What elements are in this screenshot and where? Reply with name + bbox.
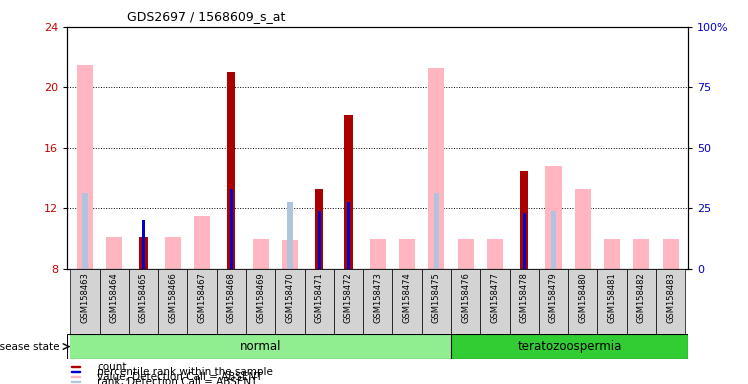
Bar: [480, 269, 509, 334]
Bar: [77, 65, 93, 269]
Bar: [275, 269, 304, 334]
Bar: [71, 371, 80, 372]
Bar: [71, 381, 80, 382]
Bar: [282, 240, 298, 269]
Bar: [363, 269, 393, 334]
Bar: [82, 193, 88, 269]
Bar: [568, 269, 598, 334]
Text: GSM158483: GSM158483: [666, 272, 675, 323]
Bar: [347, 202, 350, 269]
Text: GSM158466: GSM158466: [168, 272, 177, 323]
Bar: [545, 166, 562, 269]
Bar: [188, 269, 217, 334]
Bar: [451, 334, 688, 359]
Bar: [520, 170, 528, 269]
Text: GSM158478: GSM158478: [520, 272, 529, 323]
Bar: [487, 238, 503, 269]
Bar: [370, 238, 386, 269]
Text: GSM158471: GSM158471: [315, 272, 324, 323]
Bar: [344, 114, 352, 269]
Bar: [70, 334, 451, 359]
Bar: [71, 366, 80, 367]
Bar: [598, 269, 627, 334]
Text: disease state: disease state: [0, 341, 60, 352]
Bar: [139, 237, 147, 269]
Bar: [194, 216, 210, 269]
Text: GSM158475: GSM158475: [432, 272, 441, 323]
Text: GSM158480: GSM158480: [578, 272, 587, 323]
Bar: [551, 211, 556, 269]
Bar: [129, 269, 158, 334]
Bar: [458, 238, 473, 269]
Bar: [304, 269, 334, 334]
Text: GSM158481: GSM158481: [607, 272, 616, 323]
Bar: [346, 216, 351, 269]
Text: count: count: [97, 362, 126, 372]
Bar: [539, 269, 568, 334]
Bar: [509, 269, 539, 334]
Text: normal: normal: [240, 340, 281, 353]
Bar: [227, 72, 236, 269]
Bar: [656, 269, 685, 334]
Text: GSM158474: GSM158474: [402, 272, 411, 323]
Bar: [451, 269, 480, 334]
Bar: [230, 189, 233, 269]
Bar: [142, 220, 145, 269]
Text: percentile rank within the sample: percentile rank within the sample: [97, 367, 273, 377]
Bar: [246, 269, 275, 334]
Text: GSM158472: GSM158472: [344, 272, 353, 323]
Bar: [253, 238, 269, 269]
Text: GSM158473: GSM158473: [373, 272, 382, 323]
Bar: [523, 213, 526, 269]
Bar: [634, 238, 649, 269]
Text: value, Detection Call = ABSENT: value, Detection Call = ABSENT: [97, 372, 263, 382]
Bar: [70, 269, 99, 334]
Bar: [393, 269, 422, 334]
Bar: [429, 68, 444, 269]
Bar: [158, 269, 188, 334]
Bar: [106, 237, 122, 269]
Bar: [165, 237, 181, 269]
Bar: [663, 238, 678, 269]
Bar: [399, 238, 415, 269]
Text: GSM158477: GSM158477: [491, 272, 500, 323]
Bar: [604, 238, 620, 269]
Bar: [71, 376, 80, 377]
Text: GSM158467: GSM158467: [197, 272, 206, 323]
Bar: [521, 209, 527, 269]
Text: GDS2697 / 1568609_s_at: GDS2697 / 1568609_s_at: [127, 10, 286, 23]
Text: GSM158476: GSM158476: [461, 272, 470, 323]
Text: teratozoospermia: teratozoospermia: [518, 340, 622, 353]
Text: GSM158465: GSM158465: [139, 272, 148, 323]
Text: GSM158464: GSM158464: [110, 272, 119, 323]
Bar: [318, 211, 321, 269]
Text: GSM158470: GSM158470: [286, 272, 295, 323]
Bar: [315, 189, 323, 269]
Text: GSM158479: GSM158479: [549, 272, 558, 323]
Bar: [334, 269, 363, 334]
Text: GSM158463: GSM158463: [80, 272, 90, 323]
Bar: [574, 189, 591, 269]
Text: GSM158482: GSM158482: [637, 272, 646, 323]
Text: GSM158469: GSM158469: [256, 272, 265, 323]
Bar: [287, 202, 292, 269]
Bar: [434, 193, 439, 269]
Bar: [217, 269, 246, 334]
Bar: [99, 269, 129, 334]
Text: GSM158468: GSM158468: [227, 272, 236, 323]
Bar: [422, 269, 451, 334]
Bar: [627, 269, 656, 334]
Text: rank, Detection Call = ABSENT: rank, Detection Call = ABSENT: [97, 377, 257, 384]
